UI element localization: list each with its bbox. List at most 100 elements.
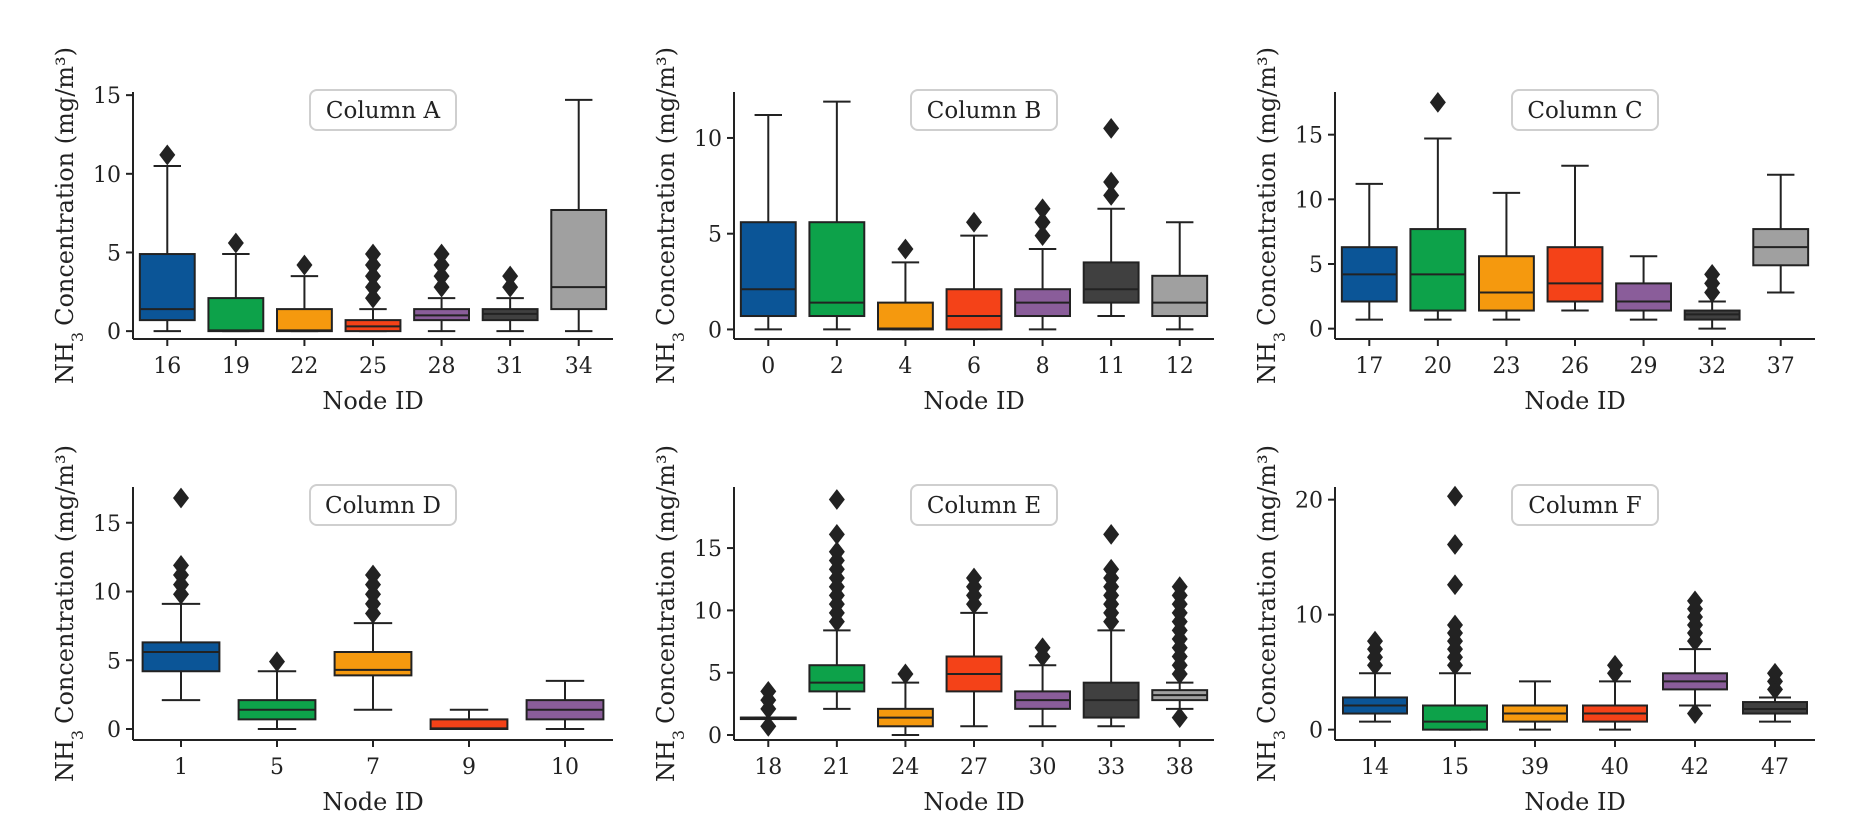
box-node-34 [550, 98, 608, 333]
box-iqr [1082, 261, 1140, 304]
x-tick-label: 12 [1166, 354, 1194, 379]
legend-label: Column F [1528, 493, 1642, 519]
box-node-24 [877, 663, 934, 737]
outlier-point [1447, 614, 1463, 636]
box-node-40 [1582, 654, 1648, 731]
y-label-prefix: NH [652, 740, 680, 782]
y-axis-label: NH3 Concentration (mg/m³) [51, 445, 87, 782]
y-label-prefix: NH [51, 342, 79, 384]
box-node-33 [1082, 523, 1140, 728]
box-node-10 [525, 679, 605, 730]
x-tick-label: 8 [1036, 354, 1050, 379]
outlier-point [1103, 558, 1120, 580]
y-tick-label: 5 [708, 662, 722, 687]
outlier-point [1687, 590, 1703, 612]
outlier-point [828, 541, 845, 563]
outlier-point [897, 238, 914, 260]
y-tick-label: 5 [1309, 253, 1323, 278]
outlier-point [1034, 637, 1051, 659]
x-tick-label: 34 [565, 354, 593, 379]
outlier-point [269, 651, 285, 673]
y-label-text: Concentration (mg/m³) [1253, 47, 1281, 326]
y-label-prefix: NH [1253, 740, 1281, 782]
box-node-9 [429, 708, 509, 730]
legend-box [910, 484, 1058, 526]
y-label-subscript: 3 [68, 730, 87, 740]
box-node-15 [1422, 485, 1488, 731]
box-node-28 [413, 243, 470, 333]
outlier-point [365, 287, 381, 309]
y-tick-label: 0 [107, 320, 121, 345]
y-label-subscript: 3 [1270, 730, 1289, 740]
x-axis-label: Node ID [923, 788, 1024, 816]
outlier-point [1103, 523, 1120, 545]
y-tick-label: 10 [694, 599, 722, 624]
outlier-point [1034, 225, 1051, 247]
x-tick-label: 4 [898, 354, 912, 379]
x-tick-label: 42 [1681, 755, 1709, 780]
outlier-point [1103, 117, 1120, 139]
x-tick-label: 40 [1601, 755, 1629, 780]
box-iqr [1742, 701, 1808, 715]
legend-label: Column C [1527, 98, 1642, 124]
x-tick-label: 11 [1097, 354, 1125, 379]
x-tick-label: 19 [222, 354, 250, 379]
box-iqr [207, 297, 265, 333]
y-label-subscript: 3 [1270, 332, 1289, 342]
y-label-subscript: 3 [669, 332, 688, 342]
x-tick-label: 7 [366, 755, 380, 780]
y-tick-label: 10 [93, 163, 121, 188]
y-axis-label: NH3 Concentration (mg/m³) [1253, 47, 1289, 384]
legend-label: Column B [927, 98, 1041, 124]
x-tick-label: 24 [891, 755, 919, 780]
box-node-26 [1546, 164, 1604, 312]
y-label-text: Concentration (mg/m³) [652, 445, 680, 724]
box-node-38 [1151, 576, 1209, 728]
y-axis-label: NH3 Concentration (mg/m³) [652, 47, 688, 384]
y-tick-label: 15 [1295, 124, 1323, 149]
x-tick-label: 2 [830, 354, 844, 379]
outlier-point [1767, 662, 1783, 684]
outlier-point [365, 564, 381, 586]
y-axis-label: NH3 Concentration (mg/m³) [51, 47, 87, 384]
box-iqr [1615, 282, 1672, 312]
box-node-2 [808, 100, 866, 331]
box-node-37 [1752, 173, 1810, 294]
outlier-point [1171, 707, 1188, 728]
x-tick-label: 26 [1561, 354, 1589, 379]
y-tick-label: 10 [694, 127, 722, 152]
y-label-subscript: 3 [68, 332, 87, 342]
y-tick-label: 15 [93, 84, 121, 109]
y-label-text: Concentration (mg/m³) [1253, 445, 1281, 724]
x-tick-label: 37 [1767, 354, 1795, 379]
x-axis-label: Node ID [923, 387, 1024, 415]
box-iqr [877, 301, 934, 331]
box-node-42 [1662, 590, 1728, 724]
legend-box [1511, 89, 1659, 131]
x-axis-label: Node ID [1524, 387, 1625, 415]
legend-box [309, 89, 457, 131]
box-iqr [550, 208, 608, 311]
box-node-4 [877, 238, 934, 331]
x-tick-label: 23 [1492, 354, 1520, 379]
x-tick-label: 32 [1698, 354, 1726, 379]
box-node-19 [207, 232, 265, 333]
y-label-text: Concentration (mg/m³) [51, 47, 79, 326]
y-tick-label: 15 [93, 512, 121, 537]
outlier-point [159, 144, 176, 166]
box-node-0 [739, 113, 797, 331]
box-node-12 [1151, 221, 1209, 331]
box-iqr [138, 253, 196, 322]
outlier-point [433, 276, 450, 298]
x-tick-label: 28 [428, 354, 456, 379]
box-node-31 [481, 265, 539, 333]
x-tick-label: 31 [496, 354, 524, 379]
legend-box [309, 484, 457, 526]
outlier-point [173, 554, 189, 576]
y-tick-label: 0 [1309, 318, 1323, 343]
outlier-point [1447, 485, 1463, 507]
box-node-18 [739, 680, 797, 737]
y-label-prefix: NH [1253, 342, 1281, 384]
box-node-32 [1683, 263, 1741, 330]
y-tick-label: 15 [694, 537, 722, 562]
